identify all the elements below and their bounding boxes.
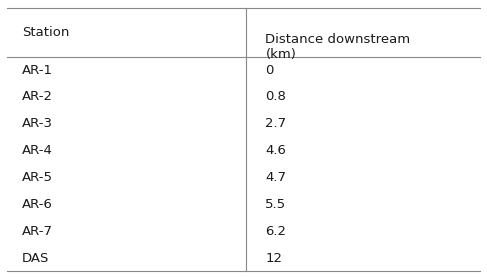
Text: (km): (km) [265, 33, 296, 61]
Text: 12: 12 [265, 252, 282, 265]
Text: AR-3: AR-3 [22, 117, 53, 130]
Text: AR-4: AR-4 [22, 144, 53, 157]
Text: DAS: DAS [22, 252, 49, 265]
Text: 2.7: 2.7 [265, 117, 286, 130]
Text: AR-1: AR-1 [22, 63, 53, 76]
Text: 4.7: 4.7 [265, 171, 286, 184]
Text: 0.8: 0.8 [265, 90, 286, 103]
Text: 0: 0 [265, 63, 274, 76]
Text: 6.2: 6.2 [265, 225, 286, 238]
Text: 5.5: 5.5 [265, 198, 286, 211]
Text: AR-2: AR-2 [22, 90, 53, 103]
Text: AR-6: AR-6 [22, 198, 53, 211]
Text: AR-7: AR-7 [22, 225, 53, 238]
Text: Distance downstream: Distance downstream [265, 33, 411, 46]
Text: AR-5: AR-5 [22, 171, 53, 184]
Text: 4.6: 4.6 [265, 144, 286, 157]
Text: Station: Station [22, 26, 69, 39]
